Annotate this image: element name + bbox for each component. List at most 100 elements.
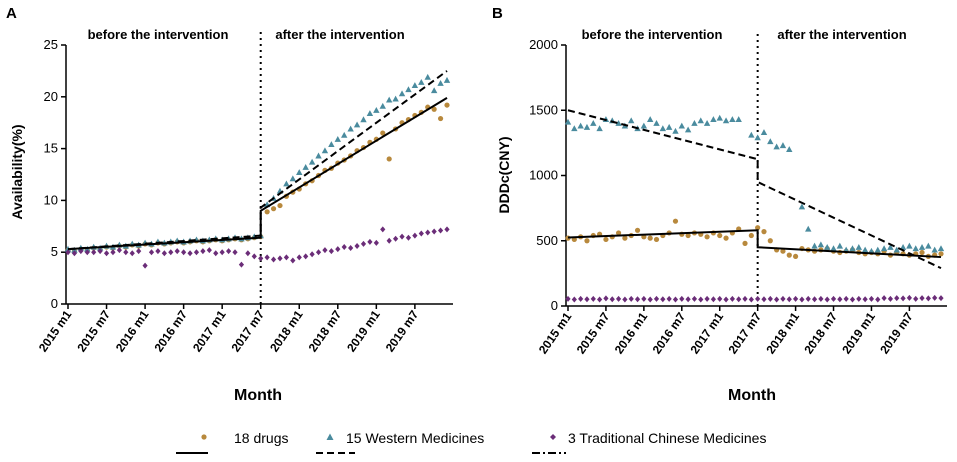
data-point [386,156,392,162]
data-point [862,296,868,303]
panel-b-label: B [492,5,503,22]
data-point [564,118,572,125]
data-point [761,229,767,235]
data-point [742,295,748,302]
x-tick-label: 2015 m7 [574,309,613,356]
data-point [296,254,302,261]
legend: 18 drugs 15 Western Medicines 3 Traditio… [176,430,766,454]
data-point [405,86,412,93]
data-point [347,125,354,132]
data-point [116,247,122,254]
data-point [308,158,316,165]
legend-item-3-tcm: 3 Traditional Chinese Medicines [532,430,766,454]
data-point [767,238,773,244]
data-point [129,250,135,257]
data-point [685,296,691,303]
data-point [206,247,212,254]
data-point [685,232,691,239]
data-point [437,227,444,234]
data-point [386,237,392,244]
data-point [174,248,180,255]
data-point [405,234,412,241]
data-point [760,129,768,136]
data-point [596,125,603,132]
data-point [584,296,590,303]
data-point [590,120,597,126]
data-point [704,295,710,302]
data-point [729,295,735,302]
data-point [411,82,419,89]
data-point [640,122,648,129]
data-point [380,226,386,233]
data-point [412,232,418,239]
data-point [634,296,641,303]
data-point [779,142,787,149]
data-point [622,235,628,241]
data-point [875,296,881,303]
data-point [103,250,110,257]
data-point [735,116,742,122]
data-point [341,131,348,138]
data-point [303,253,309,260]
data-point [431,228,437,235]
data-point [321,147,329,154]
data-point [786,296,792,303]
data-point [874,246,881,253]
legend-marker-triangle [326,433,334,440]
data-point [628,117,635,124]
data-point [665,123,673,130]
data-point [379,102,386,109]
data-point [328,141,335,148]
data-point [761,296,767,303]
data-point [855,243,863,250]
data-point [830,295,837,302]
data-point [722,117,730,124]
data-point [264,209,270,215]
series-diamond-points [565,294,944,303]
data-point [277,202,283,209]
data-point [78,248,84,255]
data-point [938,251,944,257]
data-point [899,243,907,250]
data-point [431,106,437,112]
data-point [418,230,424,237]
data-point [148,249,155,256]
data-point [65,249,71,256]
data-point [123,249,129,256]
panel-b: B DDDc(CNY) Month before the interventio… [492,5,947,404]
data-point [577,122,584,129]
data-point [385,96,393,103]
data-point [168,249,174,256]
data-point [773,143,780,150]
data-point [824,296,830,303]
data-point [110,249,116,256]
data-point [723,296,729,303]
data-point [792,253,799,260]
x-tick-label: 2016 m7 [650,309,689,356]
x-tick-label: 2016 m1 [113,307,152,354]
data-point [805,225,812,232]
data-point [932,294,938,301]
data-point [817,241,825,248]
data-point [584,238,590,244]
x-tick-label: 2016 m1 [612,309,651,356]
data-point [367,238,373,245]
x-tick-label: 2017 m1 [688,309,727,356]
data-point [443,76,451,83]
data-point [748,296,754,303]
data-point [603,236,609,243]
data-point [444,102,450,108]
data-point [219,249,225,256]
data-point [887,243,894,250]
data-point [71,250,78,257]
panel-a-xlabel: Month [234,387,282,404]
x-tick-label: 2018 m1 [763,309,802,356]
data-point [755,295,761,302]
data-point [200,248,206,255]
data-point [767,295,773,302]
x-tick-label: 2019 m7 [877,309,916,356]
data-point [780,295,786,302]
data-point [723,235,729,241]
data-point [906,242,913,249]
